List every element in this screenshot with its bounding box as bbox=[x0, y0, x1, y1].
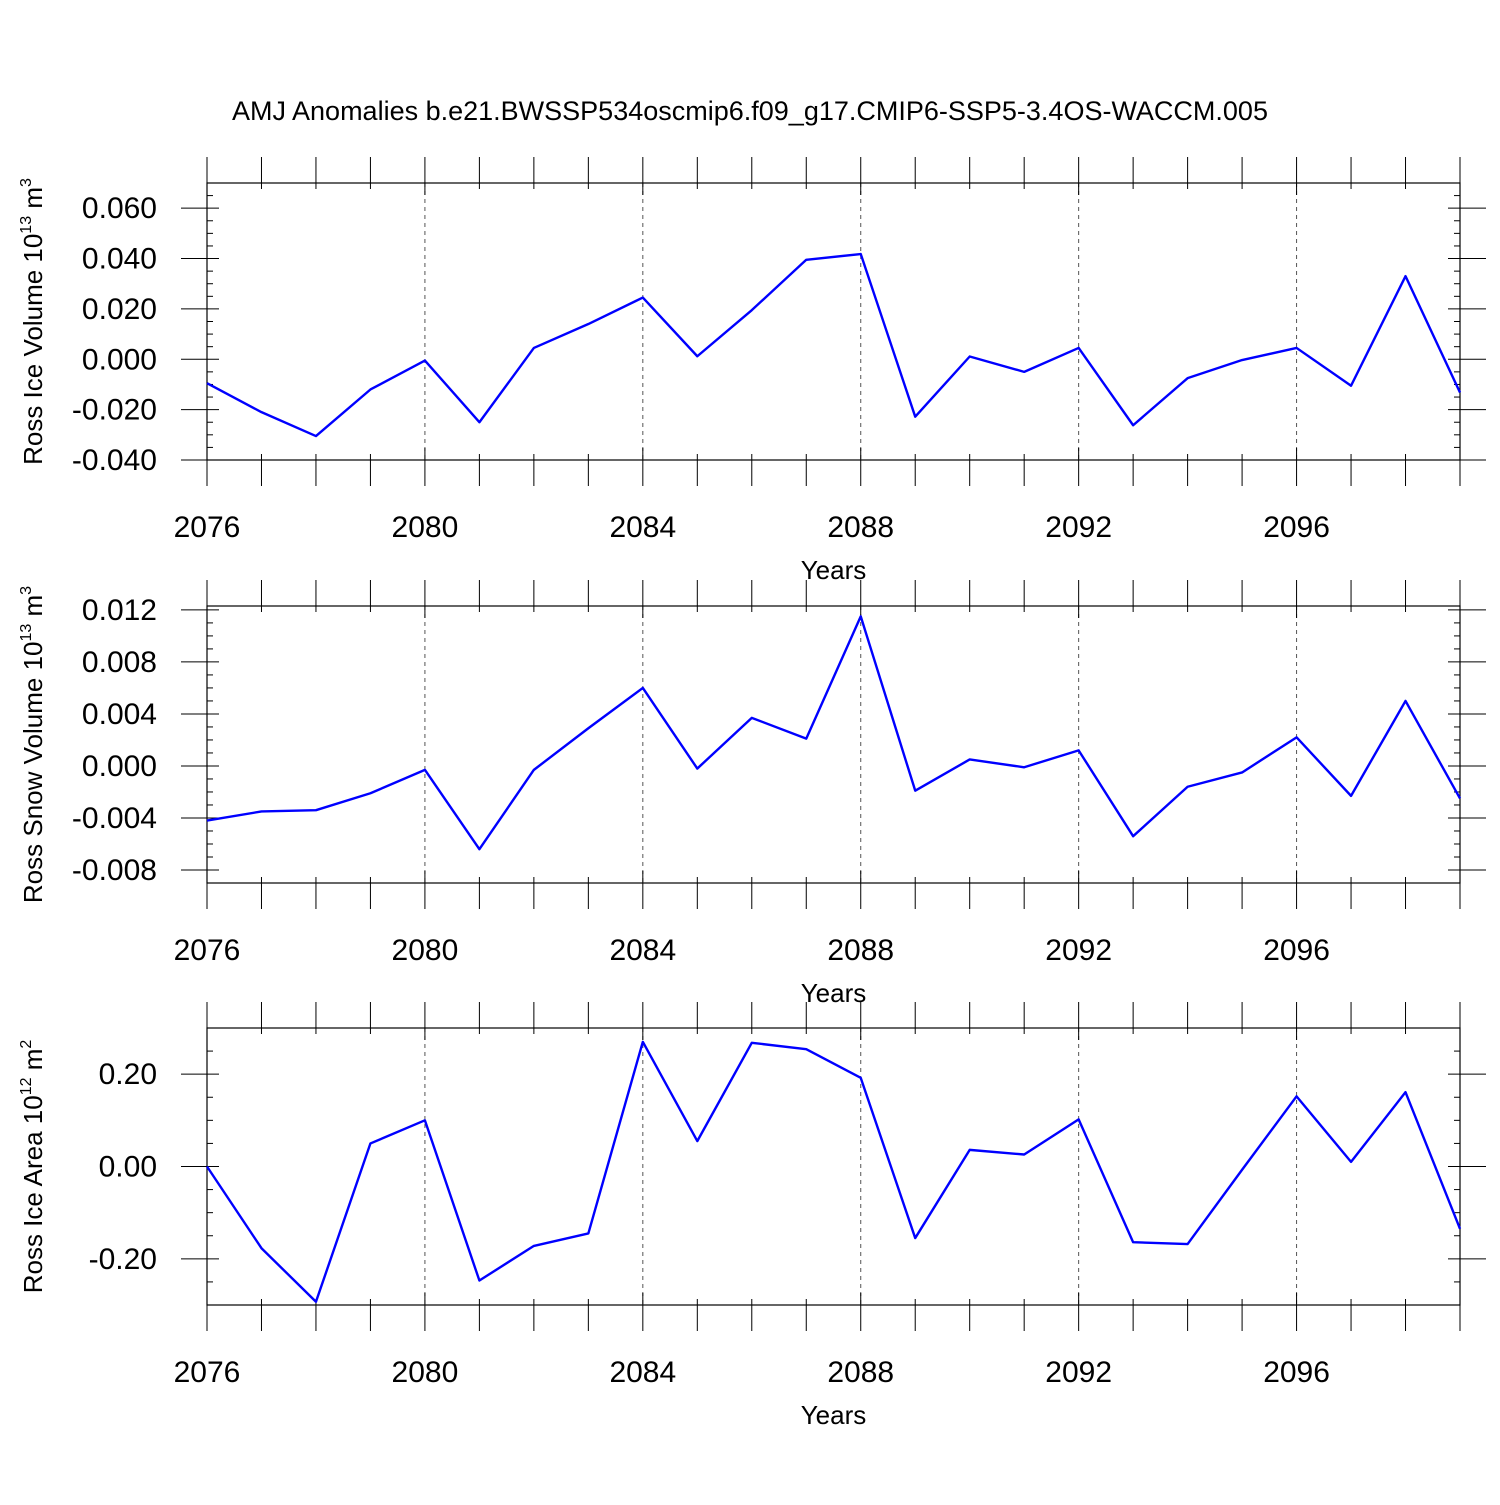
y-axis-title-ylabel-unit: m bbox=[18, 187, 48, 216]
y-tick-label: 0.004 bbox=[82, 698, 157, 731]
y-axis-title-ylabel-main: Ross Ice Area 10 bbox=[18, 1095, 48, 1293]
y-tick-label: 0.20 bbox=[99, 1058, 157, 1091]
panel-ice-volume: -0.040 -0.020 0.000 0.020 0.040 0.060 2076 2080… bbox=[18, 157, 1486, 585]
plot-frame bbox=[206, 605, 1461, 884]
x-tick-label: 2084 bbox=[609, 1356, 676, 1389]
y-axis-title-ylabel-exp: 12 bbox=[18, 1077, 35, 1095]
y-axis-title: Ross Snow Volume 1013 m3 bbox=[18, 586, 48, 903]
y-tick-label: 0.020 bbox=[82, 293, 157, 326]
y-axis-title-ylabel-unit-exp: 3 bbox=[18, 178, 35, 187]
y-tick-label: -0.20 bbox=[89, 1243, 157, 1276]
y-axis-title-ylabel-unit-exp: 3 bbox=[18, 586, 35, 595]
y-tick-label: 0.008 bbox=[82, 646, 157, 679]
x-tick-label: 2076 bbox=[174, 1356, 241, 1389]
x-tick-label: 2092 bbox=[1045, 511, 1112, 544]
y-tick-label: -0.020 bbox=[72, 394, 157, 427]
y-axis-title: Ross Ice Volume 1013 m3 bbox=[18, 178, 48, 465]
series-line-ice-volume bbox=[206, 252, 1462, 438]
y-axis-title-ylabel-exp: 13 bbox=[18, 216, 35, 234]
x-tick-label: 2088 bbox=[827, 1356, 894, 1389]
x-tick-label: 2076 bbox=[174, 934, 241, 967]
x-tick-label: 2076 bbox=[174, 511, 241, 544]
x-tick-label: 2084 bbox=[609, 511, 676, 544]
series-line-snow-volume bbox=[206, 615, 1462, 851]
x-tick-label: 2080 bbox=[392, 511, 459, 544]
y-axis-title-ylabel-unit: m bbox=[18, 1049, 48, 1078]
y-tick-label: 0.000 bbox=[82, 343, 157, 376]
y-tick-label: 0.00 bbox=[99, 1151, 157, 1184]
x-tick-label: 2092 bbox=[1045, 934, 1112, 967]
figure-title: AMJ Anomalies b.e21.BWSSP534oscmip6.f09_… bbox=[232, 96, 1268, 126]
y-tick-label: -0.040 bbox=[72, 444, 157, 477]
y-axis-title-ylabel-unit: m bbox=[18, 595, 48, 624]
x-axis-title: Years bbox=[801, 978, 867, 1008]
plot-frame bbox=[206, 1027, 1461, 1306]
x-tick-label: 2096 bbox=[1263, 934, 1330, 967]
plot-frame bbox=[206, 182, 1461, 461]
panel-ice-area: -0.20 0.00 0.20 2076 2080 2084 2088 2092 2096 Yea… bbox=[18, 1002, 1486, 1430]
x-tick-label: 2092 bbox=[1045, 1356, 1112, 1389]
y-tick-label: -0.004 bbox=[72, 802, 157, 835]
x-axis-title: Years bbox=[801, 555, 867, 585]
series-line-ice-area bbox=[206, 1040, 1462, 1303]
x-tick-label: 2080 bbox=[392, 1356, 459, 1389]
y-tick-label: 0.060 bbox=[82, 192, 157, 225]
y-axis-title-ylabel-exp: 13 bbox=[18, 624, 35, 642]
x-axis-title: Years bbox=[801, 1400, 867, 1430]
y-tick-label: -0.008 bbox=[72, 854, 157, 887]
x-tick-label: 2088 bbox=[827, 511, 894, 544]
y-tick-label: 0.040 bbox=[82, 243, 157, 276]
x-tick-label: 2080 bbox=[392, 934, 459, 967]
x-tick-label: 2096 bbox=[1263, 1356, 1330, 1389]
y-tick-label: 0.012 bbox=[82, 594, 157, 627]
x-tick-label: 2084 bbox=[609, 934, 676, 967]
y-axis-title-ylabel-main: Ross Snow Volume 10 bbox=[18, 642, 48, 904]
panel-snow-volume: -0.008 -0.004 0.000 0.004 0.008 0.012 2076 2080… bbox=[18, 580, 1486, 1008]
y-axis-title-ylabel-unit-exp: 2 bbox=[18, 1040, 35, 1049]
x-tick-label: 2096 bbox=[1263, 511, 1330, 544]
x-tick-label: 2088 bbox=[827, 934, 894, 967]
y-axis-title: Ross Ice Area 1012 m2 bbox=[18, 1040, 48, 1294]
y-axis-title-ylabel-main: Ross Ice Volume 10 bbox=[18, 234, 48, 465]
y-tick-label: 0.000 bbox=[82, 750, 157, 783]
